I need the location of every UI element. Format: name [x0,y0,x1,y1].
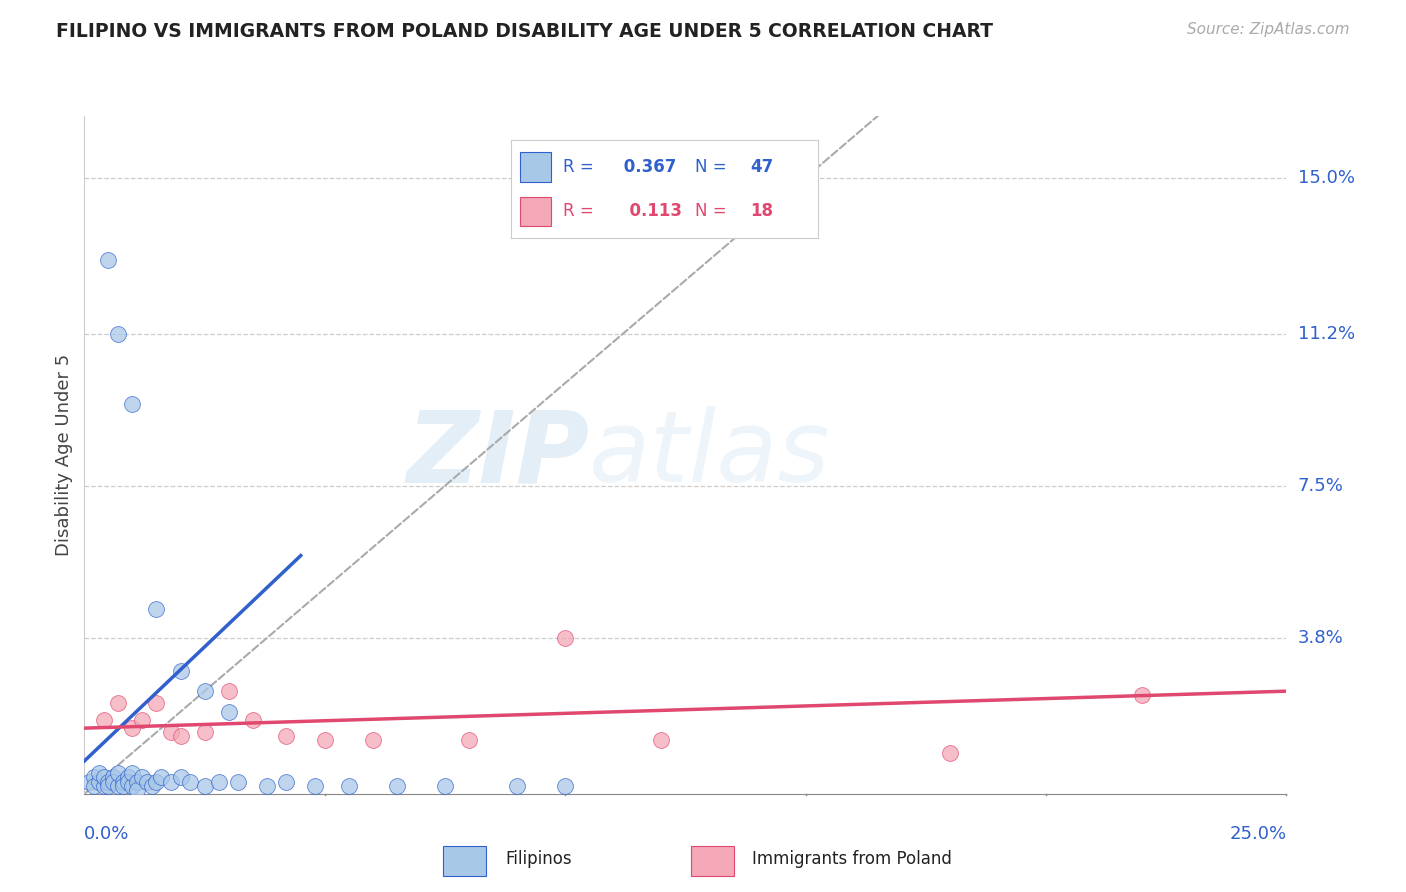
Text: Filipinos: Filipinos [505,849,572,868]
Text: R =: R = [564,158,593,177]
FancyBboxPatch shape [690,847,734,876]
Point [111,779,134,793]
Point [506,779,529,793]
Point [131,713,153,727]
Point [87,766,110,780]
Point [107,326,129,341]
Point [87,774,110,789]
Point [361,733,384,747]
Text: 11.2%: 11.2% [1298,325,1355,343]
Point [145,602,167,616]
Point [337,779,360,793]
Point [107,697,129,711]
Point [1130,688,1153,702]
Point [208,774,231,789]
Text: 7.5%: 7.5% [1298,476,1344,495]
Point [169,664,191,678]
Point [117,771,139,785]
Point [179,774,201,789]
Point [107,779,129,793]
FancyBboxPatch shape [520,153,551,182]
Point [141,779,163,793]
Text: 0.367: 0.367 [619,158,676,177]
Point [194,779,217,793]
Text: 18: 18 [751,202,773,220]
Point [160,725,183,739]
Point [97,774,120,789]
Point [111,774,134,789]
Text: Immigrants from Poland: Immigrants from Poland [752,849,952,868]
Text: 15.0%: 15.0% [1298,169,1354,186]
Point [103,771,125,785]
Point [131,771,153,785]
Point [121,721,143,735]
Point [304,779,326,793]
Point [121,766,143,780]
Point [145,697,167,711]
Point [77,774,100,789]
Point [97,779,120,793]
Point [650,733,672,747]
FancyBboxPatch shape [443,847,486,876]
Point [169,771,191,785]
Point [127,782,149,797]
Text: FILIPINO VS IMMIGRANTS FROM POLAND DISABILITY AGE UNDER 5 CORRELATION CHART: FILIPINO VS IMMIGRANTS FROM POLAND DISAB… [56,22,993,41]
Point [276,774,298,789]
Text: N =: N = [695,158,727,177]
Point [145,774,167,789]
Point [218,705,240,719]
Point [218,684,240,698]
Point [121,779,143,793]
Point [127,774,149,789]
Point [194,725,217,739]
Point [434,779,457,793]
Point [554,631,576,645]
Text: N =: N = [695,202,727,220]
Point [242,713,264,727]
Point [160,774,183,789]
Text: 0.0%: 0.0% [84,825,129,843]
FancyBboxPatch shape [520,197,551,227]
Point [93,771,115,785]
Point [194,684,217,698]
Point [83,771,105,785]
Point [458,733,481,747]
Text: 25.0%: 25.0% [1229,825,1286,843]
Point [121,396,143,410]
Point [93,713,115,727]
Point [314,733,336,747]
Text: 0.113: 0.113 [619,202,682,220]
Text: Source: ZipAtlas.com: Source: ZipAtlas.com [1187,22,1350,37]
Point [93,779,115,793]
Point [150,771,173,785]
Text: atlas: atlas [589,407,831,503]
Point [103,774,125,789]
Point [117,774,139,789]
Text: 3.8%: 3.8% [1298,629,1343,647]
Point [276,730,298,744]
Point [169,730,191,744]
Point [554,779,576,793]
Point [385,779,408,793]
Text: 47: 47 [751,158,773,177]
Point [83,779,105,793]
Point [939,746,962,760]
Point [107,766,129,780]
Text: ZIP: ZIP [406,407,589,503]
Text: R =: R = [564,202,593,220]
Point [135,774,157,789]
Point [256,779,278,793]
Point [226,774,249,789]
Point [97,252,120,267]
Y-axis label: Disability Age Under 5: Disability Age Under 5 [55,354,73,556]
